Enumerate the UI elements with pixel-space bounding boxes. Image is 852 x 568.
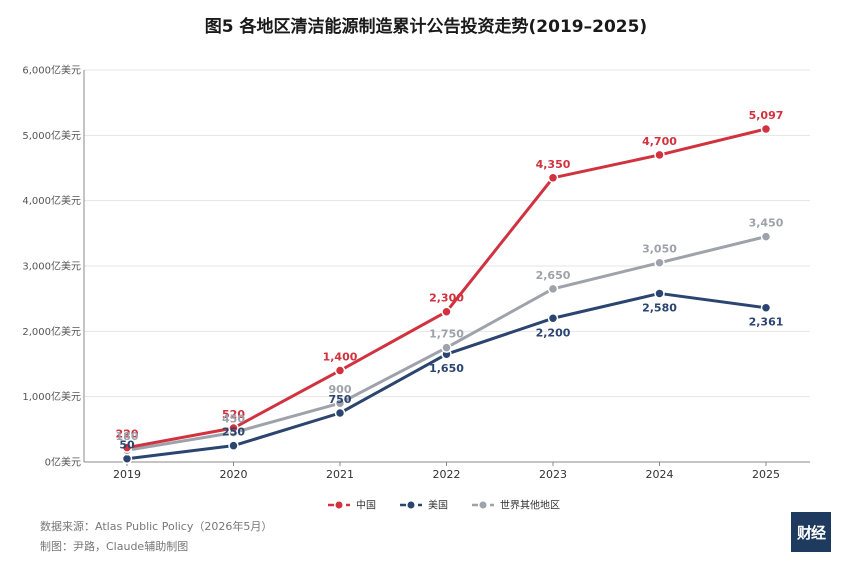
data-label: 2,200 xyxy=(536,326,571,339)
data-label: 220 xyxy=(116,428,139,441)
x-tick-label: 2021 xyxy=(326,468,354,481)
publisher-logo: 财经 xyxy=(791,512,831,552)
data-labels: 220 520 1,400 2,300 4,350 4,700 5,097 50 250 750 1… xyxy=(116,109,784,452)
y-tick-label: 2,000亿美元 xyxy=(22,325,81,338)
data-label: 180 xyxy=(116,430,139,443)
legend-swatch-marker xyxy=(478,500,488,510)
data-point xyxy=(121,442,133,453)
data-label: 3,050 xyxy=(642,243,677,256)
y-tick-label: 4,000亿美元 xyxy=(22,194,81,207)
series-line-0 xyxy=(125,127,768,450)
data-point xyxy=(547,283,559,295)
y-tick-label: 1,000亿美元 xyxy=(22,390,81,403)
data-point xyxy=(654,149,665,161)
x-tick-label: 2023 xyxy=(539,468,567,481)
data-point xyxy=(334,397,346,409)
data-label: 2,650 xyxy=(536,269,571,282)
data-point xyxy=(121,453,133,464)
data-point xyxy=(441,342,452,353)
data-point xyxy=(228,422,239,434)
x-tick-label: 2019 xyxy=(113,468,141,481)
data-point xyxy=(654,288,665,299)
y-tick-label: 3,000亿美元 xyxy=(22,260,81,273)
x-tick-label: 2025 xyxy=(752,468,780,481)
x-tick-label: 2020 xyxy=(220,468,248,481)
data-point xyxy=(334,407,346,419)
legend-label: 世界其他地区 xyxy=(500,499,560,512)
y-tick-label: 6,000亿美元 xyxy=(22,64,81,77)
series-lines xyxy=(121,123,772,464)
y-tick-label: 5,000亿美元 xyxy=(22,129,81,142)
data-point xyxy=(760,123,772,135)
grid-lines xyxy=(84,69,810,398)
data-label: 450 xyxy=(222,413,245,426)
axes: 0亿美元 1,000亿美元 2,000亿美元 3,000亿美元 4,000亿美元 5,00… xyxy=(22,64,810,481)
x-tick-label: 2022 xyxy=(433,468,461,481)
data-label: 2,300 xyxy=(429,292,464,305)
credit-note: 制图：尹路，Claude辅助制图 xyxy=(40,540,189,553)
data-label: 2,361 xyxy=(749,316,784,329)
data-label: 750 xyxy=(329,393,352,406)
data-label: 4,700 xyxy=(642,135,677,148)
data-point xyxy=(441,306,452,317)
data-point xyxy=(334,365,346,376)
data-label: 1,650 xyxy=(429,362,464,375)
data-label: 4,350 xyxy=(536,158,571,171)
data-label: 250 xyxy=(222,426,245,439)
data-label: 50 xyxy=(119,439,135,452)
data-label: 3,450 xyxy=(749,217,784,230)
legend: 中国 美国 世界其他地区 xyxy=(328,499,560,512)
data-point xyxy=(547,172,559,184)
data-label: 1,400 xyxy=(323,351,358,364)
chart-title: 图5 各地区清洁能源制造累计公告投资走势(2019–2025) xyxy=(204,17,648,37)
data-label: 2,580 xyxy=(642,301,677,314)
data-point xyxy=(760,231,772,242)
x-tick-label: 2024 xyxy=(646,468,674,481)
data-label: 1,750 xyxy=(429,328,464,341)
legend-label: 美国 xyxy=(428,499,448,512)
data-label: 900 xyxy=(329,383,352,396)
data-label: 5,097 xyxy=(749,109,784,122)
legend-label: 中国 xyxy=(356,499,376,512)
data-point xyxy=(654,257,665,268)
source-note: 数据来源：Atlas Public Policy（2026年5月） xyxy=(40,520,273,533)
legend-swatch-marker xyxy=(406,500,416,510)
data-label: 520 xyxy=(222,408,245,421)
data-point xyxy=(228,440,239,451)
y-tick-label: 0亿美元 xyxy=(45,456,81,469)
legend-swatch-marker xyxy=(334,500,344,510)
data-point xyxy=(760,302,772,313)
data-point xyxy=(547,313,559,324)
